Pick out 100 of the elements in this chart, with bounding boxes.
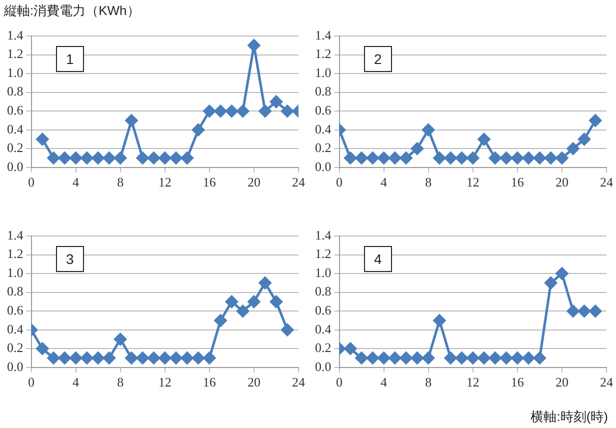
point [366,152,379,164]
point [80,352,94,364]
point [147,152,160,164]
point [47,352,60,364]
point [158,352,172,364]
point [236,104,250,118]
point [566,142,580,155]
y-tick-label: 1.4 [7,227,24,242]
point [92,152,104,164]
point [225,295,238,308]
y-tick-label: 0.6 [315,302,332,318]
x-tick-label: 16 [202,374,216,390]
x-tick-label: 16 [202,174,216,190]
annotation: 3 [56,246,84,272]
y-tick-label: 0.8 [7,84,24,99]
point [466,152,480,164]
point [500,152,513,164]
point [270,295,282,308]
y-tick-label: 0.2 [7,140,24,156]
point [92,352,104,364]
point [258,276,272,290]
y-tick-label: 0.0 [315,358,332,374]
point [578,304,590,318]
point [410,142,424,155]
point [136,352,149,364]
y-tick-label: 0.8 [315,284,332,299]
x-tick-label: 24 [292,374,306,390]
point [478,352,490,364]
point [500,352,513,364]
point [366,352,379,364]
point [80,152,94,164]
point [70,152,82,164]
point [344,152,357,164]
point [214,314,227,327]
x-tick-label: 0 [28,174,34,190]
y-tick-label: 0.6 [7,302,24,318]
point [36,342,49,355]
x-tick-label: 8 [117,174,124,190]
annotation: 2 [364,46,392,72]
point [488,352,502,364]
point [248,295,260,308]
point [70,352,82,364]
point [270,95,282,108]
y-tick-label: 0.4 [315,321,332,336]
point [388,352,402,364]
y-tick-label: 1.2 [7,46,24,62]
x-axis-title: 横軸:時刻(時) [530,408,608,426]
point [589,304,602,318]
point [58,152,71,164]
x-tick-label: 12 [158,174,172,190]
point [355,152,368,164]
point [422,124,435,136]
y-tick-label: 0.0 [315,158,332,174]
point [578,132,590,146]
y-tick-label: 0.4 [7,321,24,336]
point [466,352,480,364]
point [58,352,71,364]
x-tick-label: 20 [555,174,568,190]
point [114,332,127,346]
x-tick-label: 20 [555,374,568,390]
y-tick-label: 0.4 [315,121,332,136]
x-tick-label: 24 [292,174,306,190]
y-axis-title: 縦軸:消費電力（KWh） [4,2,140,20]
point [47,152,60,164]
y-tick-label: 0.8 [7,284,24,299]
point [203,352,216,364]
x-tick-label: 0 [336,374,342,390]
x-tick-label: 16 [510,174,524,190]
y-tick-label: 0.6 [7,102,24,118]
point [102,352,116,364]
y-tick-label: 1.2 [315,46,332,62]
point [589,114,602,127]
point [433,314,446,327]
y-tick-label: 1.0 [7,64,24,80]
point [147,352,160,364]
point [225,104,238,118]
point [544,276,558,290]
point [533,352,546,364]
point [400,352,412,364]
x-tick-label: 0 [28,374,34,390]
point [192,124,205,136]
point [170,152,182,164]
x-tick-label: 0 [336,174,342,190]
y-tick-label: 1.0 [315,264,332,280]
point [102,152,116,164]
y-tick-label: 0.2 [315,340,332,356]
annotation: 4 [364,246,392,272]
point [444,152,457,164]
point [344,342,357,355]
y-tick-label: 1.0 [315,64,332,80]
point [566,304,580,318]
point [203,104,216,118]
x-tick-label: 8 [117,374,124,390]
x-tick-label: 8 [425,174,432,190]
x-tick-label: 4 [380,174,388,190]
x-tick-label: 4 [72,374,80,390]
y-tick-label: 1.2 [7,246,24,262]
point [136,152,149,164]
x-tick-label: 4 [72,174,80,190]
y-tick-label: 1.4 [315,227,332,242]
